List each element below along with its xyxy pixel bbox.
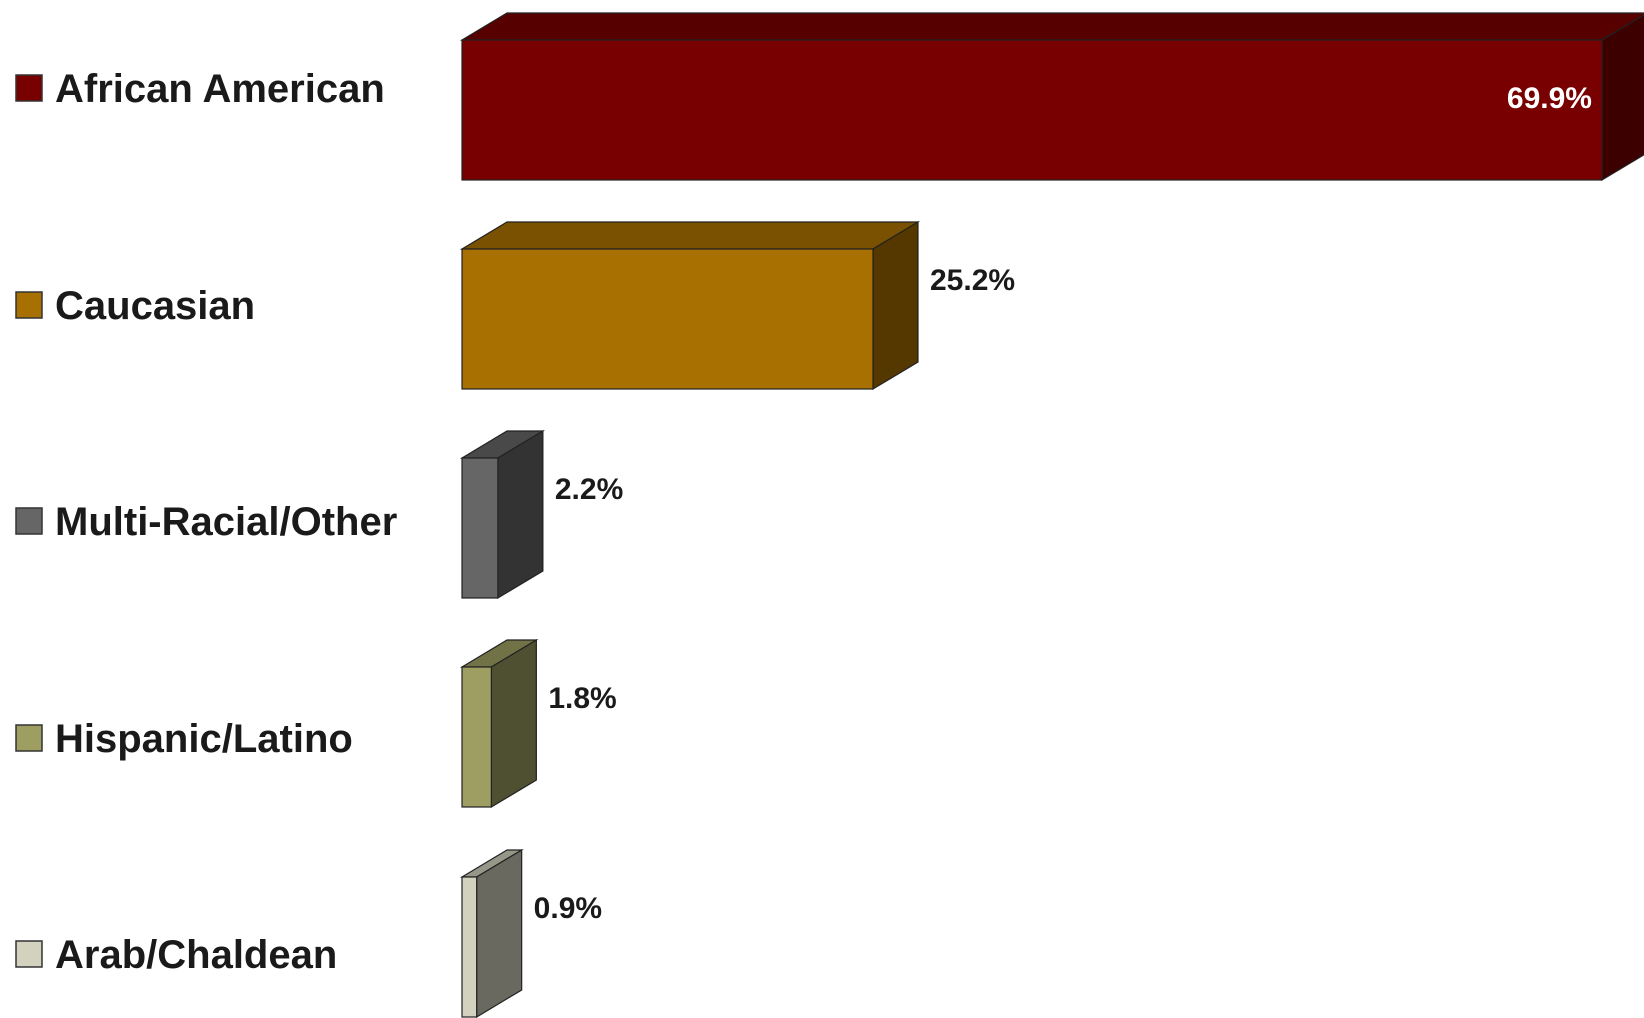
- bars: [459, 12, 1644, 1018]
- legend-label-hispanic-latino: Hispanic/Latino: [55, 717, 353, 761]
- legend-swatch-african-american: [15, 74, 43, 102]
- bar-front-face: [461, 457, 499, 599]
- bar-top-face: [459, 221, 921, 250]
- value-label-multi-racial-other: 2.2%: [555, 473, 623, 506]
- legend-swatch-caucasian: [15, 291, 43, 319]
- bar-front-face: [461, 666, 492, 808]
- legend-label-arab-chaldean: Arab/Chaldean: [55, 933, 337, 977]
- bar-front-face: [461, 248, 874, 390]
- bar-arab-chaldean: [459, 848, 524, 1018]
- legend-swatch-multi-racial-other: [15, 507, 43, 535]
- bar-top-face: [459, 12, 1644, 41]
- bar-side-face: [476, 848, 523, 1018]
- bar-caucasian: [459, 220, 921, 391]
- bar-side-face: [490, 638, 537, 809]
- value-label-hispanic-latino: 1.8%: [548, 682, 616, 715]
- legend-label-caucasian: Caucasian: [55, 284, 255, 328]
- bar-front-face: [461, 39, 1603, 181]
- value-label-arab-chaldean: 0.9%: [534, 892, 602, 925]
- legend-swatch-arab-chaldean: [15, 940, 43, 968]
- bar-side-face: [497, 429, 544, 600]
- legend-label-multi-racial-other: Multi-Racial/Other: [55, 500, 397, 544]
- bar-hispanic-latino: [459, 638, 539, 809]
- bar-front-face: [461, 876, 478, 1018]
- value-label-caucasian: 25.2%: [930, 264, 1015, 297]
- bar-multi-racial-other: [459, 429, 546, 600]
- bar-side-face: [1601, 14, 1644, 182]
- data-labels: 69.9% 25.2% 2.2% 1.8% 0.9%: [534, 82, 1592, 925]
- legend: African American Caucasian Multi-Racial/Ot…: [15, 67, 397, 977]
- bar-african-american: [459, 12, 1644, 182]
- legend-label-african-american: African American: [55, 67, 385, 111]
- value-label-african-american: 69.9%: [1507, 82, 1592, 115]
- legend-swatch-hispanic-latino: [15, 724, 43, 752]
- bar-side-face: [872, 220, 919, 391]
